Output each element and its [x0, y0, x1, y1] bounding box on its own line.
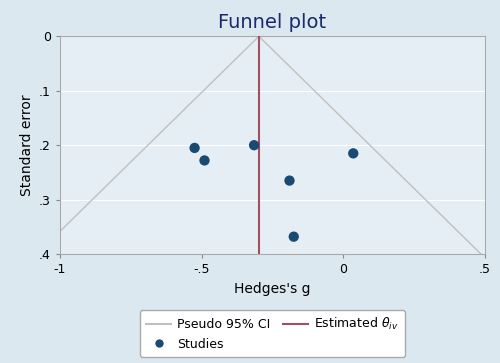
X-axis label: Hedges's g: Hedges's g: [234, 282, 311, 296]
Title: Funnel plot: Funnel plot: [218, 13, 326, 32]
Y-axis label: Standard error: Standard error: [20, 94, 34, 196]
Point: [200, 158, 208, 163]
Legend: Pseudo 95% CI, Studies, Estimated $\theta_{iv}$: Pseudo 95% CI, Studies, Estimated $\thet…: [140, 310, 405, 357]
Point: [349, 150, 357, 156]
Point: [190, 145, 198, 151]
Point: [250, 142, 258, 148]
Point: [290, 234, 298, 240]
Point: [286, 178, 294, 184]
